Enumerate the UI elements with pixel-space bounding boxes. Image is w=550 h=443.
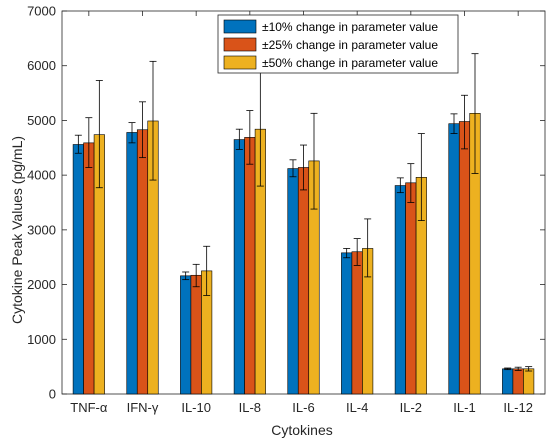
y-tick-label: 7000 <box>27 4 56 19</box>
x-tick-label: IL-1 <box>453 400 475 415</box>
bar <box>405 182 417 395</box>
legend-swatch <box>223 19 257 34</box>
y-axis-title: Cytokine Peak Values (pg/mL) <box>9 136 25 324</box>
bar <box>512 368 524 395</box>
y-tick-label: 5000 <box>27 113 56 128</box>
x-tick-label: IL-2 <box>400 400 422 415</box>
y-tick-label: 1000 <box>27 332 56 347</box>
legend-swatch <box>223 37 257 52</box>
bar <box>523 368 535 395</box>
y-tick-label: 6000 <box>27 58 56 73</box>
bar <box>190 274 202 395</box>
x-tick-label: IL-12 <box>503 400 533 415</box>
x-tick-label: IFN-γ <box>127 400 159 415</box>
bar <box>83 142 95 395</box>
bar <box>394 185 406 395</box>
legend-label: ±50% change in parameter value <box>262 56 438 70</box>
x-tick-label: IL-10 <box>181 400 211 415</box>
bar <box>72 144 84 395</box>
y-tick-label: 0 <box>49 387 56 402</box>
x-axis-title: Cytokines <box>271 422 332 438</box>
legend: ±10% change in parameter value ±25% chang… <box>217 14 459 74</box>
bar <box>233 139 245 395</box>
x-tick-label: IL-8 <box>239 400 261 415</box>
plot-area: 0 1000 2000 3000 4000 5000 6000 7000 TNF-α IFN-γ I… <box>27 4 546 415</box>
legend-swatch <box>223 55 257 70</box>
y-tick-label: 2000 <box>27 277 56 292</box>
bar <box>126 132 138 395</box>
legend-box <box>217 14 459 74</box>
x-tick-label: IL-4 <box>346 400 368 415</box>
x-tick-label: TNF-α <box>70 400 108 415</box>
legend-label: ±25% change in parameter value <box>262 38 438 52</box>
legend-label: ±10% change in parameter value <box>262 20 438 34</box>
bar <box>136 129 149 395</box>
bar <box>448 123 460 395</box>
bar <box>180 275 192 395</box>
y-tick-label: 3000 <box>27 222 56 237</box>
bar <box>351 251 363 395</box>
bar <box>502 368 514 395</box>
bar <box>244 137 256 395</box>
y-tick-label: 4000 <box>27 168 56 183</box>
bar <box>458 121 471 395</box>
bar <box>341 252 353 395</box>
bar <box>287 168 299 395</box>
x-tick-label: IL-6 <box>292 400 314 415</box>
bar <box>297 167 310 395</box>
